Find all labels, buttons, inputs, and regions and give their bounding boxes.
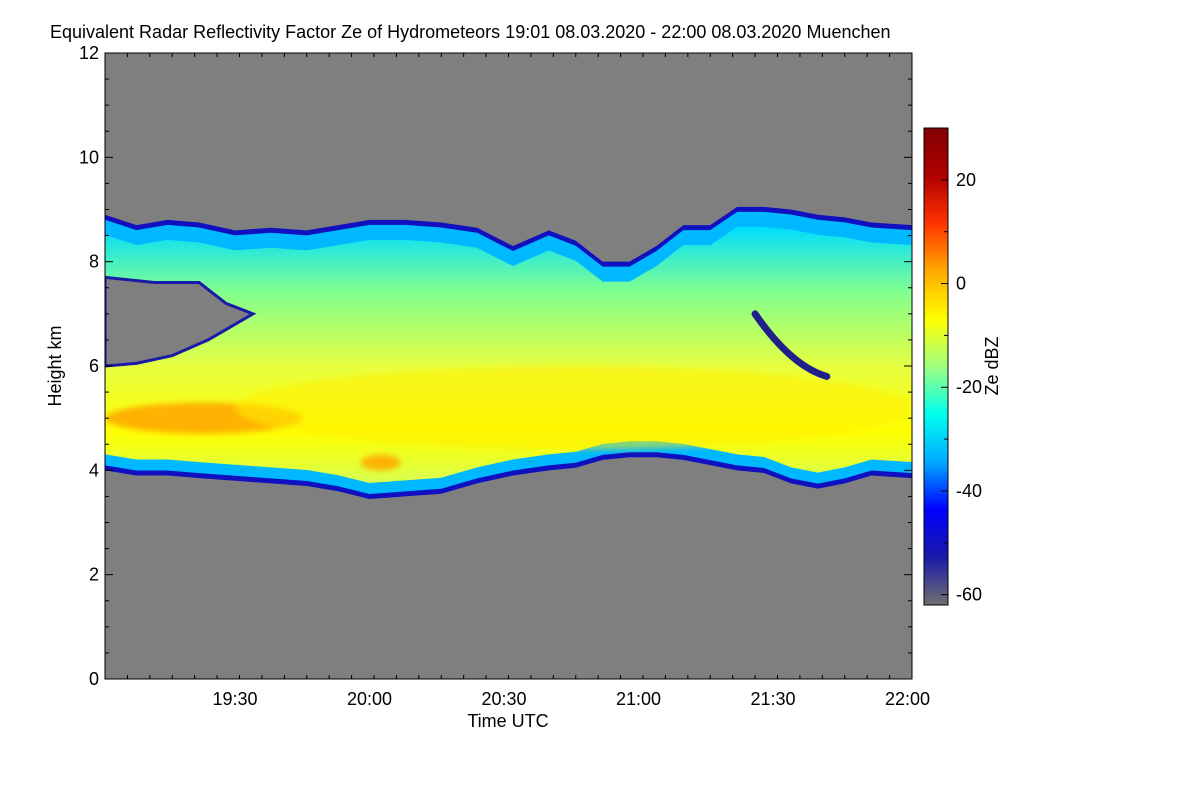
y-tick-label: 4 — [89, 460, 99, 480]
colorbar-tick-label: -20 — [956, 377, 982, 397]
y-tick-label: 8 — [89, 252, 99, 272]
page-title: Equivalent Radar Reflectivity Factor Ze … — [50, 22, 891, 42]
colorbar-label: Ze dBZ — [982, 336, 1002, 395]
x-tick-label: 19:30 — [212, 689, 257, 709]
y-tick-label: 6 — [89, 356, 99, 376]
y-tick-label: 10 — [79, 147, 99, 167]
colorbar-ticks: -60 -40 -20 0 20 — [941, 127, 982, 605]
x-axis-label: Time UTC — [467, 711, 548, 731]
colorbar-tick-label: 20 — [956, 170, 976, 190]
y-tick-label: 12 — [79, 43, 99, 63]
x-tick-label: 21:00 — [616, 689, 661, 709]
core-regions — [105, 366, 912, 471]
colorbar-tick-label: 0 — [956, 274, 966, 294]
x-tick-label: 20:30 — [481, 689, 526, 709]
heatmap-layer — [105, 206, 912, 500]
y-tick-label: 2 — [89, 565, 99, 585]
x-tick-label: 21:30 — [750, 689, 795, 709]
x-tick-label: 22:00 — [885, 689, 930, 709]
core-region — [235, 366, 912, 450]
colorbar-tick-label: -60 — [956, 585, 982, 605]
y-axis: 0 2 4 6 8 10 12 — [79, 43, 912, 689]
colorbar-tick-label: -40 — [956, 481, 982, 501]
colorbar — [923, 127, 949, 606]
y-tick-label: 0 — [89, 669, 99, 689]
core-region — [360, 454, 401, 471]
weak-streak — [751, 310, 831, 380]
x-axis: 19:30 20:00 20:30 21:00 21:30 22:00 — [104, 53, 930, 709]
y-axis-label: Height km — [45, 325, 65, 406]
x-tick-label: 20:00 — [347, 689, 392, 709]
gap-region — [105, 275, 257, 368]
